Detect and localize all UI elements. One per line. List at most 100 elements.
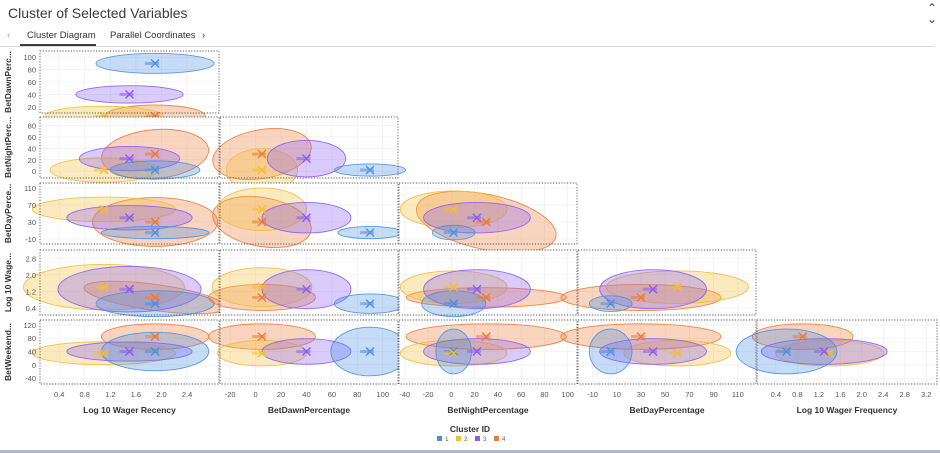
tab-scroll-left-icon[interactable]: ‹ — [7, 30, 11, 41]
centroid-stroke — [449, 204, 459, 214]
cluster-4-centroid — [481, 292, 491, 302]
bottom-border — [0, 450, 940, 453]
tab-bar: ‹ Cluster Diagram Parallel Coordinates › — [0, 30, 935, 47]
x-tick-label: 2.4 — [878, 390, 888, 399]
cluster-4-density-mark — [145, 335, 160, 339]
panel-r4-c4 — [735, 319, 938, 385]
cluster-1-density-mark — [443, 302, 458, 306]
centroid-stroke — [449, 299, 459, 309]
tab-parallel-coordinates[interactable]: Parallel Coordinates — [110, 30, 196, 41]
legend-label-3: 3 — [483, 436, 487, 443]
cluster-3-density-mark — [296, 157, 311, 161]
centroid-stroke — [672, 282, 682, 292]
panel-border — [219, 182, 399, 245]
cluster-1-centroid — [606, 347, 616, 356]
cluster-4-density-mark — [792, 335, 807, 339]
cluster-2-centroid — [825, 348, 835, 358]
cluster-1-density-mark — [145, 302, 160, 306]
cluster-3-centroid — [648, 284, 658, 294]
cluster-1-density-mark — [145, 168, 160, 172]
cluster-4-density-mark — [145, 114, 160, 118]
column-axis-label: BetNightPercentage — [447, 405, 529, 415]
centroid-stroke — [648, 284, 658, 294]
panel-border — [398, 249, 578, 316]
cluster-1-centroid — [150, 347, 160, 356]
y-tick-label: 110 — [24, 184, 36, 193]
panel-background — [40, 117, 219, 178]
cluster-4-centroid — [481, 332, 491, 342]
centroid-stroke — [150, 347, 160, 356]
centroid-stroke — [798, 332, 808, 342]
centroid-stroke — [606, 299, 616, 309]
centroid-stroke — [672, 348, 682, 358]
cluster-2-centroid — [99, 282, 109, 292]
row-axis-label: Log 10 Wage... — [3, 253, 13, 312]
legend-label-1: 1 — [445, 436, 449, 443]
cluster-1-centroid — [782, 347, 792, 356]
cluster-3-density-mark — [119, 350, 134, 354]
cluster-2-density-mark — [93, 285, 108, 289]
centroid-stroke — [257, 348, 267, 358]
cluster-2-centroid — [257, 348, 267, 358]
x-tick-label: 50 — [661, 390, 669, 399]
x-tick-label: -10 — [587, 390, 598, 399]
centroid-stroke — [636, 292, 646, 302]
cluster-2-density-mark — [443, 207, 458, 211]
cluster-1-centroid — [449, 299, 459, 309]
cluster-4-density-mark — [251, 152, 266, 156]
x-tick-label: 0 — [449, 390, 453, 399]
cluster-3-centroid — [125, 213, 134, 223]
cluster-1-centroid — [365, 347, 375, 356]
legend-swatch-2 — [456, 436, 461, 441]
cluster-4-centroid — [481, 217, 491, 227]
cluster-2-centroid — [99, 165, 109, 175]
cluster-4-density-mark — [251, 335, 266, 339]
y-tick-label: 20 — [28, 156, 36, 165]
x-tick-label: 1.6 — [835, 390, 845, 399]
panel-r3-c2 — [398, 249, 578, 318]
panel-border — [219, 249, 399, 316]
centroid-stroke — [365, 299, 375, 309]
cluster-1-density-mark — [776, 350, 791, 354]
x-tick-label: 110 — [732, 390, 744, 399]
x-tick-label: 90 — [709, 390, 717, 399]
cluster-4-density-mark — [145, 152, 160, 156]
panel-border — [39, 249, 220, 316]
cluster-3-centroid — [125, 347, 134, 356]
panel-r4-c1 — [208, 319, 410, 385]
x-tick-label: 2.0 — [857, 390, 867, 399]
centroid-stroke — [449, 282, 459, 292]
panel-r0-c0 — [39, 50, 220, 128]
x-tick-label: 70 — [685, 390, 693, 399]
centroid-stroke — [472, 284, 482, 294]
panel-r4-c0 — [31, 319, 220, 385]
cluster-1-centroid — [150, 165, 160, 175]
expand-icon[interactable]: ⌃ ⌄ — [926, 1, 938, 26]
cluster-3-centroid — [301, 347, 311, 356]
cluster-4-centroid — [150, 149, 160, 159]
x-tick-label: 80 — [540, 390, 548, 399]
centroid-stroke — [257, 217, 267, 227]
cluster-2-centroid — [99, 348, 109, 358]
cluster-1-density-mark — [600, 302, 615, 306]
tab-scroll-right-icon[interactable]: › — [202, 30, 206, 41]
panel-r2-c2 — [398, 182, 578, 254]
cluster-3-density-mark — [466, 350, 481, 354]
x-tick-label: 30 — [637, 390, 645, 399]
panel-r3-c0 — [22, 249, 227, 318]
centroid-stroke — [301, 347, 311, 356]
tab-cluster-diagram[interactable]: Cluster Diagram — [27, 30, 96, 41]
cluster-3-centroid — [125, 89, 134, 99]
y-tick-label: 30 — [28, 218, 36, 227]
centroid-stroke — [301, 213, 311, 223]
active-tab-indicator — [20, 44, 96, 46]
x-tick-label: 2.8 — [900, 390, 910, 399]
cluster-2-density-mark — [443, 351, 458, 355]
centroid-stroke — [125, 89, 134, 99]
centroid-stroke — [150, 149, 160, 159]
y-tick-label: 0.4 — [26, 304, 36, 313]
panel-r2-c0 — [31, 182, 220, 247]
cluster-1-density-mark — [145, 350, 160, 354]
cluster-4-density-mark — [251, 220, 266, 224]
cluster-1-density-mark — [360, 350, 375, 354]
